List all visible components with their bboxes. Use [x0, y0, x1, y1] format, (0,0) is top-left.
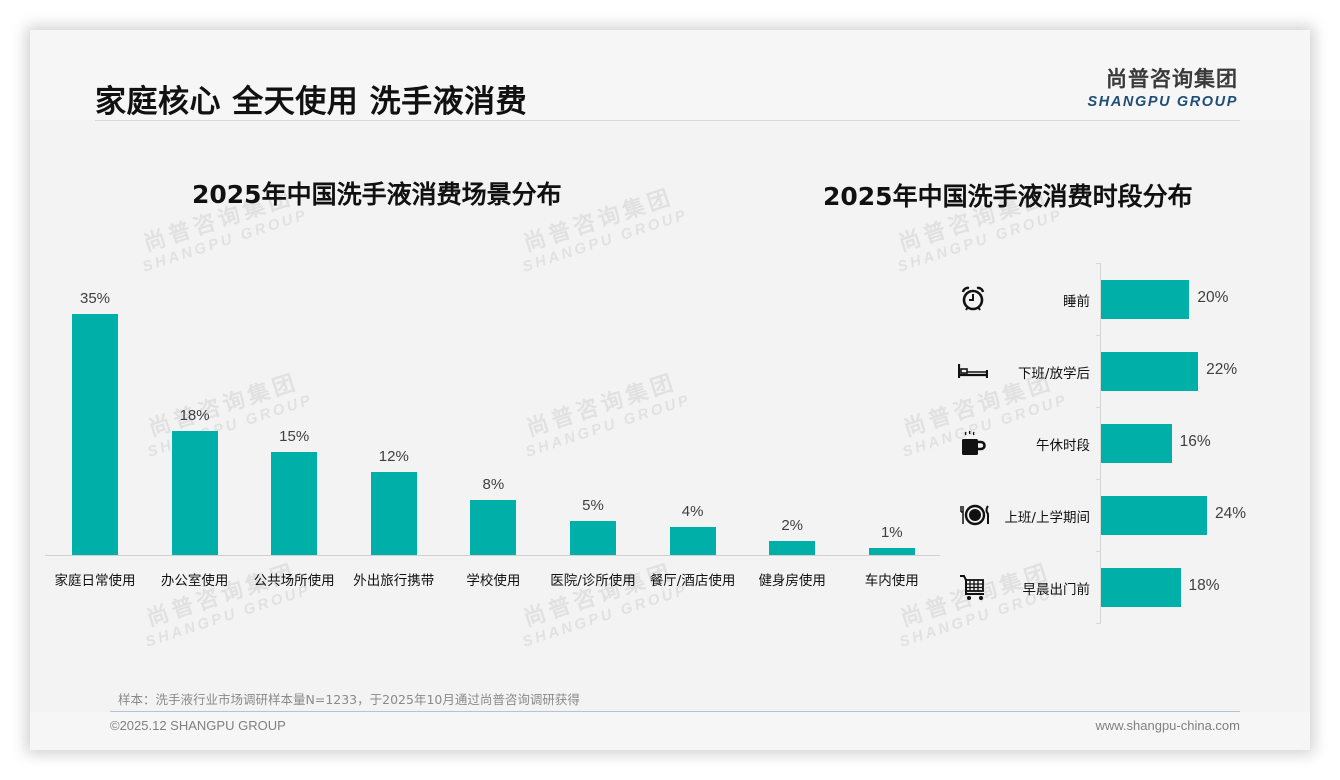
axis-tick [1096, 263, 1101, 264]
bar-value-label: 24% [1215, 505, 1247, 522]
category-label: 医院/诊所使用 [550, 573, 636, 589]
category-label: 睡前 [1063, 294, 1090, 310]
bar [72, 314, 118, 555]
category-label: 午休时段 [1036, 438, 1090, 454]
bar [1101, 351, 1199, 391]
bar [769, 541, 816, 555]
axis-tick [1096, 551, 1101, 552]
category-label: 餐厅/酒店使用 [649, 573, 736, 589]
bar-value-label: 5% [582, 496, 604, 514]
bar-value-label: 8% [482, 475, 505, 493]
category-label: 早晨出门前 [1022, 582, 1091, 598]
category-label: 下班/放学后 [1017, 366, 1090, 382]
category-label: 家庭日常使用 [54, 573, 136, 589]
bar-value-label: 1% [880, 524, 903, 542]
category-label: 外出旅行携带 [353, 573, 435, 589]
x-axis-line [45, 555, 940, 556]
scene-bar-chart: 35% 家庭日常使用 18% 办公室使用 15% 公共场所使用 12% 外出旅行携带 8% 学校使… [30, 30, 1310, 750]
website-link[interactable]: www.shangpu-china.com [1095, 718, 1240, 733]
slide: 尚普咨询集团 SHANGPU GROUP 尚普咨询集团 SHANGPU GROUP … [30, 30, 1310, 750]
bar [1101, 495, 1207, 535]
company-logo: 尚普咨询集团 SHANGPU GROUP [1087, 63, 1238, 110]
category-label: 健身房使用 [758, 573, 826, 589]
sample-note: 样本：洗手液行业市场调研样本量N=1233，于2025年10月通过尚普咨询调研获… [118, 692, 580, 707]
footer-divider [110, 711, 1240, 712]
bar-value-label: 20% [1197, 289, 1229, 306]
footer-band [30, 712, 1310, 750]
header-divider [95, 120, 1240, 121]
shopping-cart-icon [958, 572, 988, 602]
bar-value-label: 18% [179, 407, 210, 425]
y-axis-line [1100, 264, 1101, 624]
header-band [30, 30, 1310, 120]
bar [669, 527, 716, 555]
category-label: 办公室使用 [160, 573, 229, 589]
alarm-clock-icon [958, 284, 988, 314]
axis-tick [1096, 479, 1101, 480]
logo-english: SHANGPU GROUP [1087, 94, 1238, 110]
bar [370, 472, 417, 555]
page-title: 家庭核心 全天使用 洗手液消费 [95, 84, 528, 120]
bar [470, 499, 517, 555]
bar-value-label: 4% [681, 503, 704, 521]
logo-chinese: 尚普咨询集团 [1106, 67, 1238, 91]
bar [570, 520, 616, 555]
time-chart-title: 2025年中国洗手液消费时段分布 [823, 182, 1193, 211]
bar-value-label: 35% [79, 290, 111, 307]
scene-chart-title: 2025年中国洗手液消费场景分布 [192, 180, 562, 209]
coffee-cup-icon [958, 428, 988, 458]
category-label: 学校使用 [466, 573, 521, 589]
axis-tick [1096, 335, 1101, 336]
bar-value-label: 22% [1206, 361, 1238, 378]
bar [1101, 567, 1181, 607]
axis-tick [1096, 623, 1101, 624]
bar [1101, 279, 1190, 319]
category-label: 车内使用 [864, 573, 919, 589]
copyright: ©2025.12 SHANGPU GROUP [110, 718, 286, 733]
plate-cutlery-icon [958, 500, 989, 530]
category-label: 公共场所使用 [253, 573, 335, 589]
bar [868, 548, 915, 555]
bar-value-label: 15% [279, 427, 310, 445]
bar-value-label: 16% [1179, 433, 1211, 450]
bed-icon [957, 356, 989, 386]
bar-value-label: 2% [781, 517, 804, 535]
axis-tick [1096, 407, 1101, 408]
bar-value-label: 18% [1188, 577, 1220, 594]
bar [271, 451, 318, 555]
bar-value-label: 12% [378, 448, 409, 466]
category-label: 上班/上学期间 [1004, 510, 1090, 526]
bar [171, 431, 218, 555]
bar [1101, 423, 1172, 463]
